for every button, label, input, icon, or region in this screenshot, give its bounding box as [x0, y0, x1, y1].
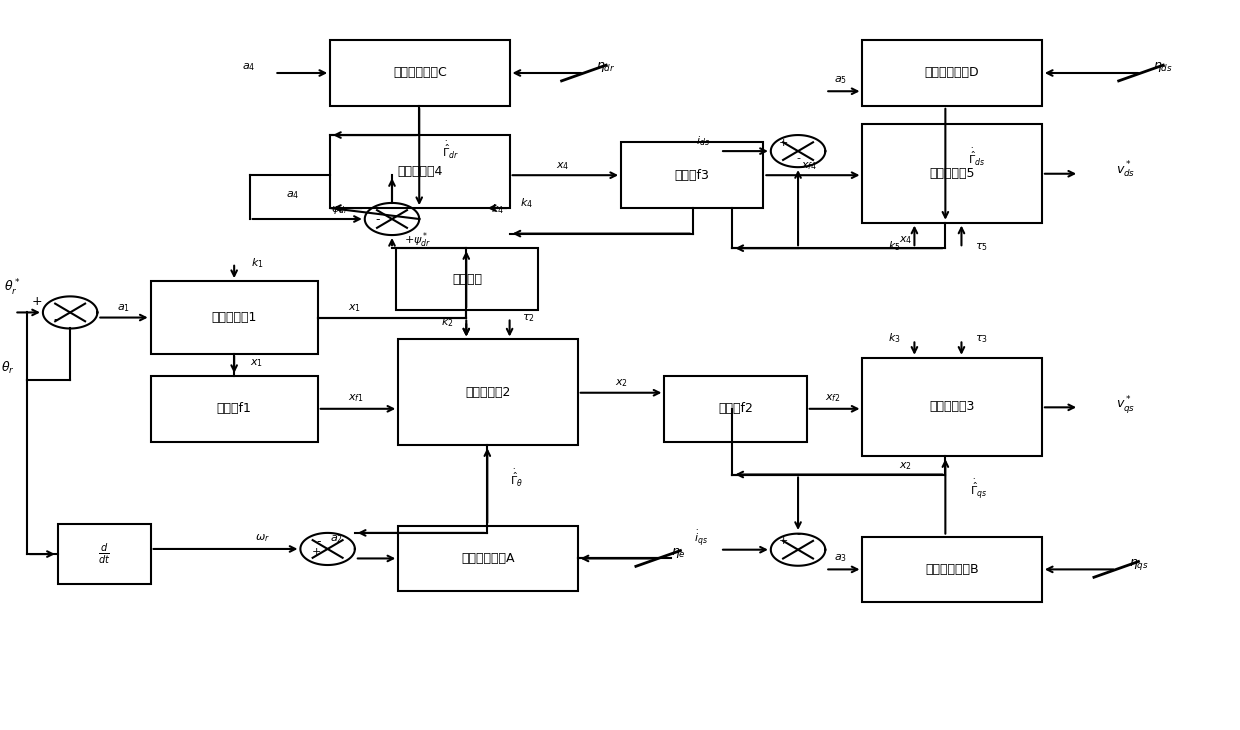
Text: $\tau_3$: $\tau_3$	[975, 334, 988, 345]
Text: $x_4$: $x_4$	[556, 160, 569, 172]
Text: $v_{qs}^*$: $v_{qs}^*$	[1116, 393, 1136, 415]
Text: $\tau_2$: $\tau_2$	[522, 312, 534, 323]
FancyBboxPatch shape	[398, 339, 578, 445]
FancyBboxPatch shape	[863, 124, 1042, 223]
Text: 滤波器f1: 滤波器f1	[217, 402, 252, 415]
Text: $+\psi_{dr}^*$: $+\psi_{dr}^*$	[404, 231, 432, 250]
Text: $a_4$: $a_4$	[286, 189, 300, 201]
Text: $\eta_{ds}$: $\eta_{ds}$	[1153, 61, 1173, 74]
Text: $a_4$: $a_4$	[243, 61, 255, 73]
Text: 自适应控制律A: 自适应控制律A	[461, 552, 515, 565]
FancyBboxPatch shape	[396, 248, 538, 310]
Text: 虚拟控制器2: 虚拟控制器2	[465, 386, 511, 399]
Text: 虚拟控制器4: 虚拟控制器4	[397, 165, 443, 178]
FancyBboxPatch shape	[863, 40, 1042, 106]
Text: +: +	[779, 138, 787, 148]
Text: $x_{f1}$: $x_{f1}$	[348, 392, 365, 404]
Text: $a_1$: $a_1$	[117, 302, 130, 314]
Text: $x_2$: $x_2$	[899, 461, 913, 472]
Text: $a_5$: $a_5$	[833, 74, 847, 85]
Text: $k_3$: $k_3$	[888, 331, 900, 345]
Text: $\theta_r^*$: $\theta_r^*$	[4, 278, 20, 298]
Text: $\eta_{dr}$: $\eta_{dr}$	[596, 61, 616, 74]
Text: +: +	[31, 295, 42, 308]
Text: -: -	[53, 313, 57, 326]
FancyBboxPatch shape	[150, 281, 317, 354]
Text: $\tau_5$: $\tau_5$	[975, 242, 988, 253]
Text: $k_4$: $k_4$	[520, 196, 532, 210]
Text: $\omega_r$: $\omega_r$	[254, 532, 269, 544]
Text: $\dot{\hat{\Gamma}}_{ds}$: $\dot{\hat{\Gamma}}_{ds}$	[967, 147, 985, 168]
Text: 自适应控制律C: 自适应控制律C	[393, 66, 446, 80]
Text: $x_2$: $x_2$	[615, 377, 627, 389]
Text: $k_5$: $k_5$	[888, 239, 900, 253]
Text: $k_4$: $k_4$	[491, 201, 503, 215]
Text: $\psi_{dr}$: $\psi_{dr}$	[331, 204, 348, 216]
Text: $x_{f2}$: $x_{f2}$	[825, 392, 841, 404]
Text: $x_1$: $x_1$	[249, 357, 263, 369]
Text: $a_3$: $a_3$	[833, 553, 847, 564]
Text: $k_1$: $k_1$	[250, 256, 264, 270]
Text: $\dot{i}_{qs}$: $\dot{i}_{qs}$	[693, 529, 708, 548]
Text: $\theta_r$: $\theta_r$	[1, 361, 15, 377]
FancyBboxPatch shape	[330, 135, 510, 208]
Text: $v_{ds}^*$: $v_{ds}^*$	[1116, 160, 1136, 180]
Text: 虚拟控制器1: 虚拟控制器1	[212, 311, 257, 324]
FancyBboxPatch shape	[398, 526, 578, 591]
Text: -: -	[796, 529, 800, 539]
Text: $x_{f4}$: $x_{f4}$	[801, 160, 817, 172]
FancyBboxPatch shape	[58, 524, 150, 584]
Text: $k_2$: $k_2$	[441, 315, 454, 328]
Text: 实际控制器5: 实际控制器5	[930, 167, 975, 180]
Text: -: -	[374, 212, 379, 226]
Text: -: -	[316, 534, 321, 548]
Text: +: +	[779, 536, 787, 546]
Text: $\frac{d}{dt}$: $\frac{d}{dt}$	[98, 542, 110, 566]
FancyBboxPatch shape	[150, 376, 317, 442]
Text: 自适应控制律D: 自适应控制律D	[925, 66, 980, 80]
FancyBboxPatch shape	[330, 40, 510, 106]
Text: 滤波器f2: 滤波器f2	[718, 402, 753, 415]
Text: $i_{ds}$: $i_{ds}$	[696, 134, 711, 147]
Text: -: -	[796, 153, 800, 163]
Text: $\eta_e$: $\eta_e$	[671, 546, 686, 560]
Text: $x_1$: $x_1$	[348, 302, 361, 314]
FancyBboxPatch shape	[621, 142, 764, 208]
FancyBboxPatch shape	[863, 358, 1042, 456]
FancyBboxPatch shape	[665, 376, 807, 442]
Text: 实际控制器3: 实际控制器3	[930, 401, 975, 413]
Text: 自适应控制律B: 自适应控制律B	[925, 563, 980, 576]
Text: 滤波器f3: 滤波器f3	[675, 169, 709, 182]
Text: +: +	[311, 547, 321, 557]
Text: $\dot{\hat{\Gamma}}_{dr}$: $\dot{\hat{\Gamma}}_{dr}$	[441, 139, 459, 161]
Text: 磁链模型: 磁链模型	[451, 273, 482, 285]
Text: $\dot{\hat{\Gamma}}_\theta$: $\dot{\hat{\Gamma}}_\theta$	[510, 468, 522, 489]
Text: $x_4$: $x_4$	[899, 234, 913, 246]
FancyBboxPatch shape	[863, 537, 1042, 602]
Text: $\eta_{qs}$: $\eta_{qs}$	[1128, 557, 1148, 572]
Text: $a_2$: $a_2$	[330, 534, 342, 545]
Text: $\dot{\hat{\Gamma}}_{qs}$: $\dot{\hat{\Gamma}}_{qs}$	[970, 478, 987, 502]
